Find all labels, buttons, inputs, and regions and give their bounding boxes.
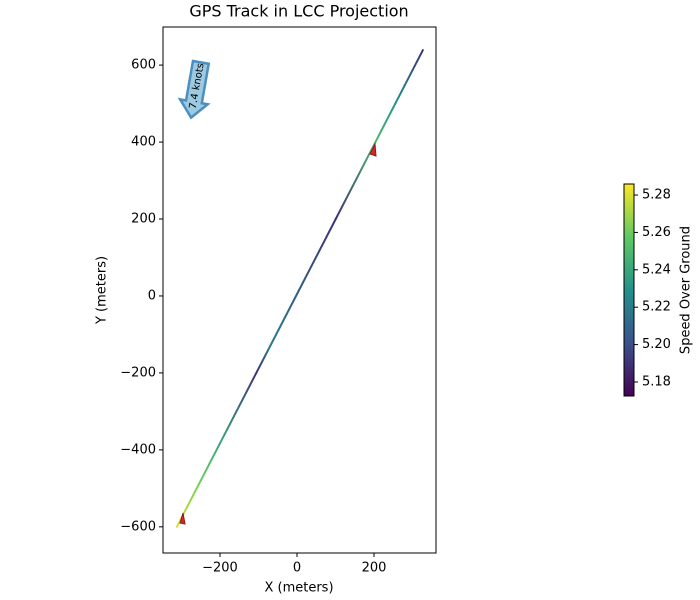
colorbar-tick-label: 5.22 [642, 300, 671, 315]
track-segment [199, 441, 222, 482]
colorbar-tick-label: 5.26 [642, 225, 671, 240]
chart-title: GPS Track in LCC Projection [189, 2, 408, 21]
y-axis-label: Y (meters) [95, 256, 110, 325]
x-tick-label: 0 [293, 561, 301, 576]
track-segment [334, 141, 377, 221]
y-tick-label: −600 [120, 519, 156, 534]
plot-frame [162, 26, 437, 554]
colorbar-label: Speed Over Ground [679, 226, 694, 354]
x-tick-label: −200 [202, 561, 238, 576]
track-segment [219, 371, 258, 444]
y-tick-label: 400 [131, 135, 156, 150]
x-tick-label: 200 [362, 561, 387, 576]
y-tick-label: 0 [148, 288, 156, 303]
track-segment [269, 218, 337, 347]
colorbar-tick-label: 5.24 [642, 262, 671, 277]
y-tick-label: 200 [131, 212, 156, 227]
wind-arrow-shape [177, 59, 211, 120]
direction-arrow [369, 142, 377, 157]
colorbar [623, 183, 635, 397]
track-segment [394, 49, 424, 105]
colorbar-tick-label: 5.20 [642, 337, 671, 352]
colorbar-tick-label: 5.28 [642, 188, 671, 203]
x-axis-label: X (meters) [264, 581, 333, 596]
y-tick-label: 600 [131, 58, 156, 73]
y-tick-label: −400 [120, 442, 156, 457]
track-segment [255, 344, 272, 374]
colorbar-tick-label: 5.18 [642, 374, 671, 389]
wind-arrow: 7.4 knots [177, 59, 211, 120]
direction-arrow [179, 512, 186, 525]
y-tick-label: −200 [120, 365, 156, 380]
track-segment [374, 102, 397, 144]
